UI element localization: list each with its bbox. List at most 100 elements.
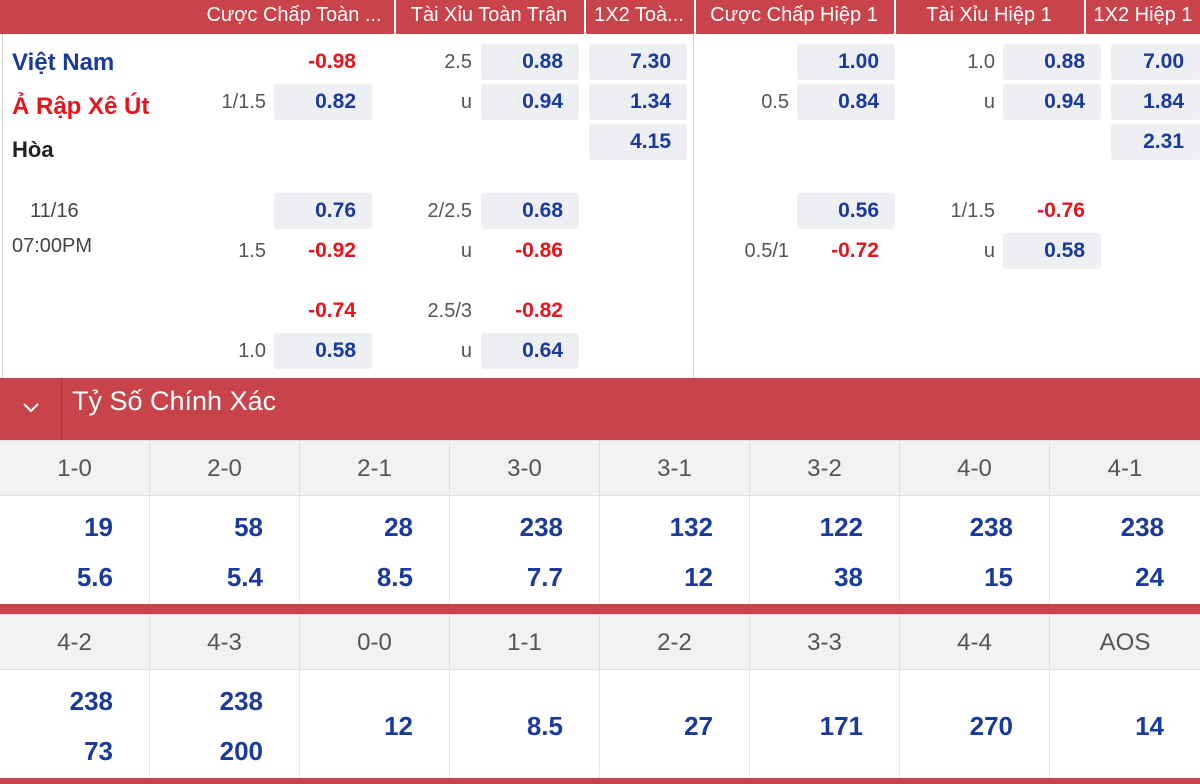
odd-handicap-home[interactable]: -0.98 [308, 50, 356, 73]
odd-h1-under[interactable]: 0.58 [1003, 233, 1101, 269]
score-cell: 19 5.6 [0, 496, 150, 604]
handicap-line: 1.0 [238, 340, 266, 362]
team-away: Ả Rập Xê Út [12, 93, 150, 120]
odd-score-draw[interactable]: 171 [819, 711, 863, 741]
odd-h1-over[interactable]: 0.88 [1003, 44, 1101, 80]
odd-handicap-away[interactable]: 0.82 [274, 84, 372, 120]
score-cell: 122 38 [750, 496, 900, 604]
handicap-line: 1/1.5 [221, 91, 266, 113]
odd-score-away[interactable]: 7.7 [526, 562, 563, 592]
odd-score-away[interactable]: 38 [834, 562, 863, 592]
odd-score-draw[interactable]: 27 [684, 711, 713, 741]
odd-score-home[interactable]: 238 [519, 512, 563, 542]
odd-h1-handicap-away[interactable]: 0.84 [797, 84, 895, 120]
odd-h1-under[interactable]: 0.94 [1003, 84, 1101, 120]
score-cell: 238 73 [0, 670, 150, 778]
odd-score-home[interactable]: 238 [1120, 512, 1164, 542]
odd-score-away[interactable]: 24 [1135, 562, 1164, 592]
score-cell: 132 12 [600, 496, 750, 604]
match-date: 11/16 [30, 200, 79, 222]
score-cell: 270 [900, 670, 1050, 778]
score-label: 4-0 [900, 441, 1050, 497]
odd-score-home[interactable]: 132 [669, 512, 713, 542]
correct-score-section-header[interactable]: Tỷ Số Chính Xác [0, 378, 1200, 440]
row-divider [0, 604, 1200, 614]
score-label: 3-1 [600, 441, 750, 497]
odd-1x2-away[interactable]: 1.34 [589, 84, 687, 120]
collapse-toggle[interactable] [0, 378, 62, 440]
odd-h1-1x2-home[interactable]: 7.00 [1111, 44, 1200, 80]
header-divider [894, 0, 896, 34]
header-divider [694, 0, 696, 34]
odd-handicap-home[interactable]: -0.74 [308, 299, 356, 322]
odd-h1-1x2-draw[interactable]: 2.31 [1111, 124, 1200, 160]
score-cell: 238 200 [150, 670, 300, 778]
odd-under[interactable]: -0.86 [515, 239, 563, 262]
odd-score-draw[interactable]: 12 [384, 711, 413, 741]
odd-score-away[interactable]: 8.5 [376, 562, 413, 592]
odd-over[interactable]: 0.88 [481, 44, 579, 80]
odds-table: Việt Nam Ả Rập Xê Út Hòa 11/16 07:00PM -… [0, 34, 1200, 378]
chevron-down-icon [23, 403, 39, 413]
score-label: 4-1 [1107, 455, 1143, 482]
under-label: u [460, 340, 472, 362]
odd-1x2-draw[interactable]: 4.15 [589, 124, 687, 160]
col-header-1x2-h1[interactable]: 1X2 Hiệp 1 [1093, 4, 1193, 26]
score-label: 3-2 [750, 441, 900, 497]
col-header-1x2-fulltime[interactable]: 1X2 Toà... [594, 4, 684, 26]
team-home: Việt Nam [12, 49, 115, 76]
score-cell: 27 [600, 670, 750, 778]
score-header-row: 1-0 2-0 2-1 3-0 3-1 3-2 4-0 4-1 [0, 440, 1200, 497]
odd-under[interactable]: 0.94 [481, 84, 579, 120]
score-cell: 8.5 [450, 670, 600, 778]
score-cell: 238 24 [1050, 496, 1200, 604]
odd-under[interactable]: 0.64 [481, 333, 579, 369]
odd-score-home[interactable]: 19 [84, 512, 113, 542]
score-label: 4-3 [150, 615, 300, 671]
col-header-handicap-h1[interactable]: Cược Chấp Hiệp 1 [710, 4, 878, 26]
score-label: 4-4 [900, 615, 1050, 671]
col-header-handicap-fulltime[interactable]: Cược Chấp Toàn ... [206, 4, 382, 26]
match-time: 07:00PM [12, 235, 93, 257]
score-odds-row: 19 5.6 58 5.4 28 8.5 238 7.7 132 12 122 … [0, 496, 1200, 604]
score-odds-row: 238 73 238 200 12 8.5 27 171 270 14 [0, 670, 1200, 778]
odd-handicap-home[interactable]: 0.76 [274, 193, 372, 229]
odd-h1-handicap-away[interactable]: -0.72 [831, 239, 879, 262]
odd-over[interactable]: 0.68 [481, 193, 579, 229]
score-label: 1-1 [450, 615, 600, 671]
score-label: 0-0 [300, 615, 450, 671]
odd-score-draw[interactable]: 270 [969, 711, 1013, 741]
odd-score-away[interactable]: 5.6 [76, 562, 113, 592]
h1-under-label: u [983, 91, 995, 113]
odd-score-draw[interactable]: 8.5 [526, 711, 563, 741]
score-cell: 171 [750, 670, 900, 778]
odd-h1-handicap-home[interactable]: 1.00 [797, 44, 895, 80]
odd-score-away[interactable]: 15 [984, 562, 1013, 592]
odd-score-home[interactable]: 58 [234, 512, 263, 542]
table-border [2, 34, 3, 378]
odd-score-aos[interactable]: 14 [1135, 711, 1164, 741]
odd-1x2-home[interactable]: 7.30 [589, 44, 687, 80]
ou-line: 2.5 [444, 51, 472, 73]
odd-score-home[interactable]: 238 [219, 686, 263, 716]
score-label: AOS [1099, 629, 1151, 656]
odd-score-home[interactable]: 122 [819, 512, 863, 542]
odd-score-away[interactable]: 5.4 [226, 562, 263, 592]
odd-score-home[interactable]: 28 [384, 512, 413, 542]
odd-score-home[interactable]: 238 [69, 686, 113, 716]
odd-score-away[interactable]: 73 [84, 736, 113, 766]
odd-over[interactable]: -0.82 [515, 299, 563, 322]
odd-score-home[interactable]: 238 [969, 512, 1013, 542]
under-label: u [460, 240, 472, 262]
odd-score-away[interactable]: 12 [684, 562, 713, 592]
col-header-ou-h1[interactable]: Tài Xỉu Hiệp 1 [926, 4, 1052, 26]
odd-h1-1x2-away[interactable]: 1.84 [1111, 84, 1200, 120]
odd-handicap-away[interactable]: 0.58 [274, 333, 372, 369]
score-header-row: 4-2 4-3 0-0 1-1 2-2 3-3 4-4 AOS [0, 614, 1200, 671]
score-label: 1-0 [0, 441, 150, 497]
odd-h1-over[interactable]: -0.76 [1037, 199, 1085, 222]
col-header-ou-fulltime[interactable]: Tài Xỉu Toàn Trận [410, 4, 568, 26]
odd-score-away[interactable]: 200 [219, 736, 263, 766]
odd-h1-handicap-home[interactable]: 0.56 [797, 193, 895, 229]
odd-handicap-away[interactable]: -0.92 [308, 239, 356, 262]
